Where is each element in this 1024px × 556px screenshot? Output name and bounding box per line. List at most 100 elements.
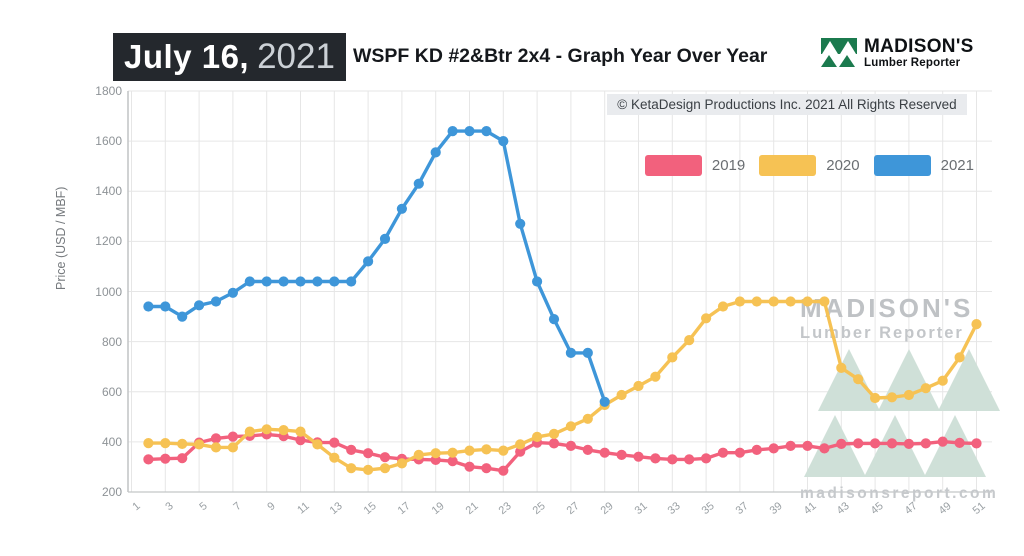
point-2020-wk25[interactable] bbox=[532, 431, 543, 442]
point-2021-wk22[interactable] bbox=[481, 126, 492, 137]
point-2020-wk26[interactable] bbox=[548, 428, 560, 439]
point-2020-wk4[interactable] bbox=[177, 438, 188, 449]
point-2019-wk4[interactable] bbox=[177, 453, 188, 464]
point-2021-wk14[interactable] bbox=[346, 276, 357, 287]
point-2019-wk38[interactable] bbox=[751, 444, 762, 455]
point-2020-wk16[interactable] bbox=[379, 463, 391, 474]
point-2020-wk17[interactable] bbox=[396, 458, 407, 469]
point-2021-wk13[interactable] bbox=[329, 276, 340, 287]
point-2020-wk18[interactable] bbox=[413, 449, 424, 460]
legend-item-2020[interactable]: 2020 bbox=[759, 155, 860, 176]
point-2020-wk31[interactable] bbox=[633, 380, 644, 392]
point-2021-wk10[interactable] bbox=[278, 276, 289, 287]
point-2019-wk3[interactable] bbox=[160, 453, 171, 464]
point-2019-wk36[interactable] bbox=[717, 447, 729, 458]
point-2021-wk8[interactable] bbox=[244, 276, 255, 287]
point-2020-wk47[interactable] bbox=[903, 389, 915, 401]
point-2020-wk39[interactable] bbox=[768, 296, 779, 307]
point-2020-wk42[interactable] bbox=[819, 296, 830, 307]
point-2020-wk24[interactable] bbox=[515, 439, 526, 450]
point-2019-wk20[interactable] bbox=[447, 456, 458, 467]
point-2021-wk9[interactable] bbox=[261, 276, 272, 287]
point-2021-wk4[interactable] bbox=[177, 311, 188, 322]
point-2019-wk51[interactable] bbox=[971, 438, 982, 449]
point-2021-wk20[interactable] bbox=[447, 126, 458, 137]
point-2020-wk50[interactable] bbox=[954, 352, 965, 363]
point-2021-wk27[interactable] bbox=[565, 347, 577, 358]
point-2019-wk15[interactable] bbox=[363, 448, 374, 459]
point-2021-wk6[interactable] bbox=[210, 296, 222, 307]
point-2020-wk5[interactable] bbox=[194, 439, 205, 450]
point-2020-wk3[interactable] bbox=[160, 438, 171, 449]
point-2020-wk36[interactable] bbox=[717, 301, 729, 312]
point-2019-wk42[interactable] bbox=[819, 443, 830, 454]
point-2019-wk22[interactable] bbox=[481, 463, 492, 474]
point-2021-wk28[interactable] bbox=[582, 347, 593, 358]
point-2019-wk48[interactable] bbox=[920, 438, 931, 449]
point-2020-wk12[interactable] bbox=[312, 439, 323, 450]
point-2020-wk23[interactable] bbox=[498, 445, 509, 456]
point-2019-wk39[interactable] bbox=[768, 443, 779, 454]
point-2019-wk2[interactable] bbox=[143, 454, 154, 465]
point-2021-wk12[interactable] bbox=[312, 276, 323, 287]
point-2019-wk41[interactable] bbox=[802, 440, 813, 451]
point-2021-wk24[interactable] bbox=[515, 218, 526, 229]
point-2020-wk14[interactable] bbox=[346, 463, 357, 474]
point-2020-wk21[interactable] bbox=[464, 445, 475, 456]
point-2021-wk15[interactable] bbox=[363, 256, 374, 267]
point-2019-wk49[interactable] bbox=[937, 436, 948, 447]
point-2020-wk33[interactable] bbox=[667, 352, 678, 363]
point-2020-wk13[interactable] bbox=[329, 452, 340, 463]
point-2019-wk47[interactable] bbox=[903, 438, 915, 449]
point-2020-wk6[interactable] bbox=[210, 442, 222, 453]
point-2019-wk37[interactable] bbox=[734, 447, 746, 458]
point-2020-wk11[interactable] bbox=[295, 426, 306, 437]
point-2021-wk29[interactable] bbox=[599, 396, 610, 407]
point-2021-wk18[interactable] bbox=[413, 178, 424, 189]
legend-item-2021[interactable]: 2021 bbox=[873, 155, 974, 176]
point-2019-wk50[interactable] bbox=[954, 437, 965, 448]
point-2020-wk40[interactable] bbox=[785, 296, 796, 307]
point-2019-wk6[interactable] bbox=[210, 433, 222, 444]
point-2020-wk28[interactable] bbox=[582, 413, 593, 424]
point-2020-wk30[interactable] bbox=[616, 389, 627, 401]
point-2019-wk33[interactable] bbox=[667, 454, 678, 465]
point-2020-wk43[interactable] bbox=[836, 362, 847, 373]
point-2019-wk30[interactable] bbox=[616, 449, 627, 460]
point-2020-wk7[interactable] bbox=[227, 442, 238, 453]
point-2019-wk13[interactable] bbox=[329, 437, 340, 448]
point-2021-wk26[interactable] bbox=[548, 314, 560, 325]
point-2020-wk38[interactable] bbox=[751, 296, 762, 307]
point-2019-wk32[interactable] bbox=[650, 453, 661, 464]
point-2021-wk19[interactable] bbox=[430, 147, 441, 158]
point-2020-wk46[interactable] bbox=[886, 392, 898, 403]
point-2020-wk49[interactable] bbox=[937, 375, 948, 386]
point-2019-wk46[interactable] bbox=[886, 438, 898, 449]
point-2020-wk2[interactable] bbox=[143, 438, 154, 449]
point-2020-wk44[interactable] bbox=[853, 374, 864, 385]
point-2019-wk16[interactable] bbox=[379, 452, 391, 463]
point-2019-wk27[interactable] bbox=[565, 440, 577, 451]
point-2020-wk48[interactable] bbox=[920, 383, 931, 394]
point-2020-wk34[interactable] bbox=[684, 335, 695, 346]
point-2019-wk34[interactable] bbox=[684, 454, 695, 465]
point-2020-wk45[interactable] bbox=[870, 392, 881, 404]
legend-item-2019[interactable]: 2019 bbox=[644, 155, 745, 176]
point-2021-wk5[interactable] bbox=[194, 300, 205, 311]
point-2019-wk23[interactable] bbox=[498, 465, 509, 476]
point-2020-wk35[interactable] bbox=[701, 313, 712, 324]
point-2020-wk19[interactable] bbox=[430, 448, 441, 459]
point-2019-wk35[interactable] bbox=[701, 453, 712, 464]
point-2019-wk45[interactable] bbox=[870, 438, 881, 449]
point-2021-wk17[interactable] bbox=[396, 203, 407, 214]
point-2021-wk23[interactable] bbox=[498, 136, 509, 147]
point-2019-wk14[interactable] bbox=[346, 444, 357, 455]
point-2021-wk11[interactable] bbox=[295, 276, 306, 287]
point-2021-wk3[interactable] bbox=[160, 301, 171, 312]
point-2020-wk20[interactable] bbox=[447, 447, 458, 458]
point-2021-wk21[interactable] bbox=[464, 126, 475, 137]
point-2021-wk7[interactable] bbox=[227, 287, 238, 298]
point-2019-wk28[interactable] bbox=[582, 444, 593, 455]
point-2021-wk2[interactable] bbox=[143, 301, 154, 312]
point-2019-wk43[interactable] bbox=[836, 438, 847, 449]
